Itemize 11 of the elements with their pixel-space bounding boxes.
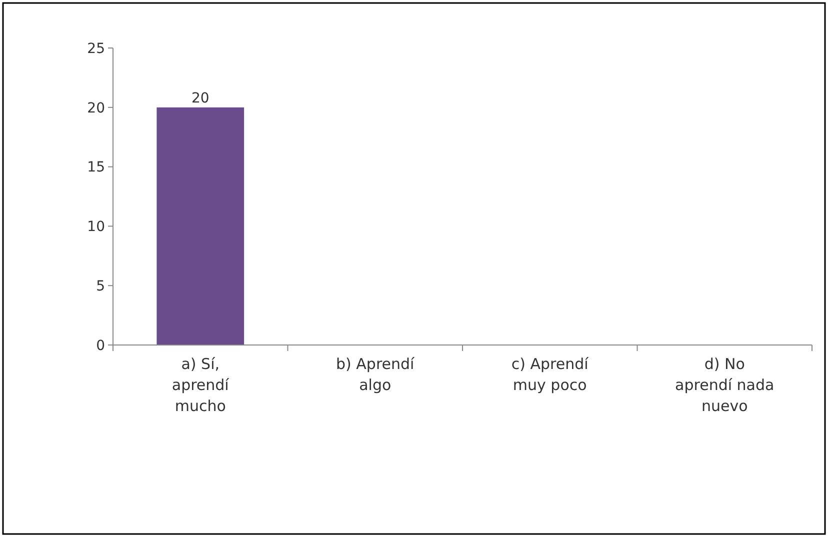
x-tick-label: a) Sí, aprendí mucho (172, 355, 230, 415)
x-tick-label: b) Aprendí algo (336, 355, 416, 394)
y-tick-label: 0 (96, 338, 105, 354)
data-label: 20 (191, 90, 210, 106)
y-tick-label: 15 (87, 160, 105, 176)
x-tick-label: c) Aprendí muy poco (511, 355, 590, 394)
y-tick-label: 5 (96, 278, 105, 294)
y-tick-label: 10 (87, 219, 105, 236)
x-tick-label: d) No aprendí nada nuevo (675, 355, 774, 415)
y-tick-label: 20 (87, 100, 105, 116)
y-tick-label: 25 (87, 40, 105, 57)
